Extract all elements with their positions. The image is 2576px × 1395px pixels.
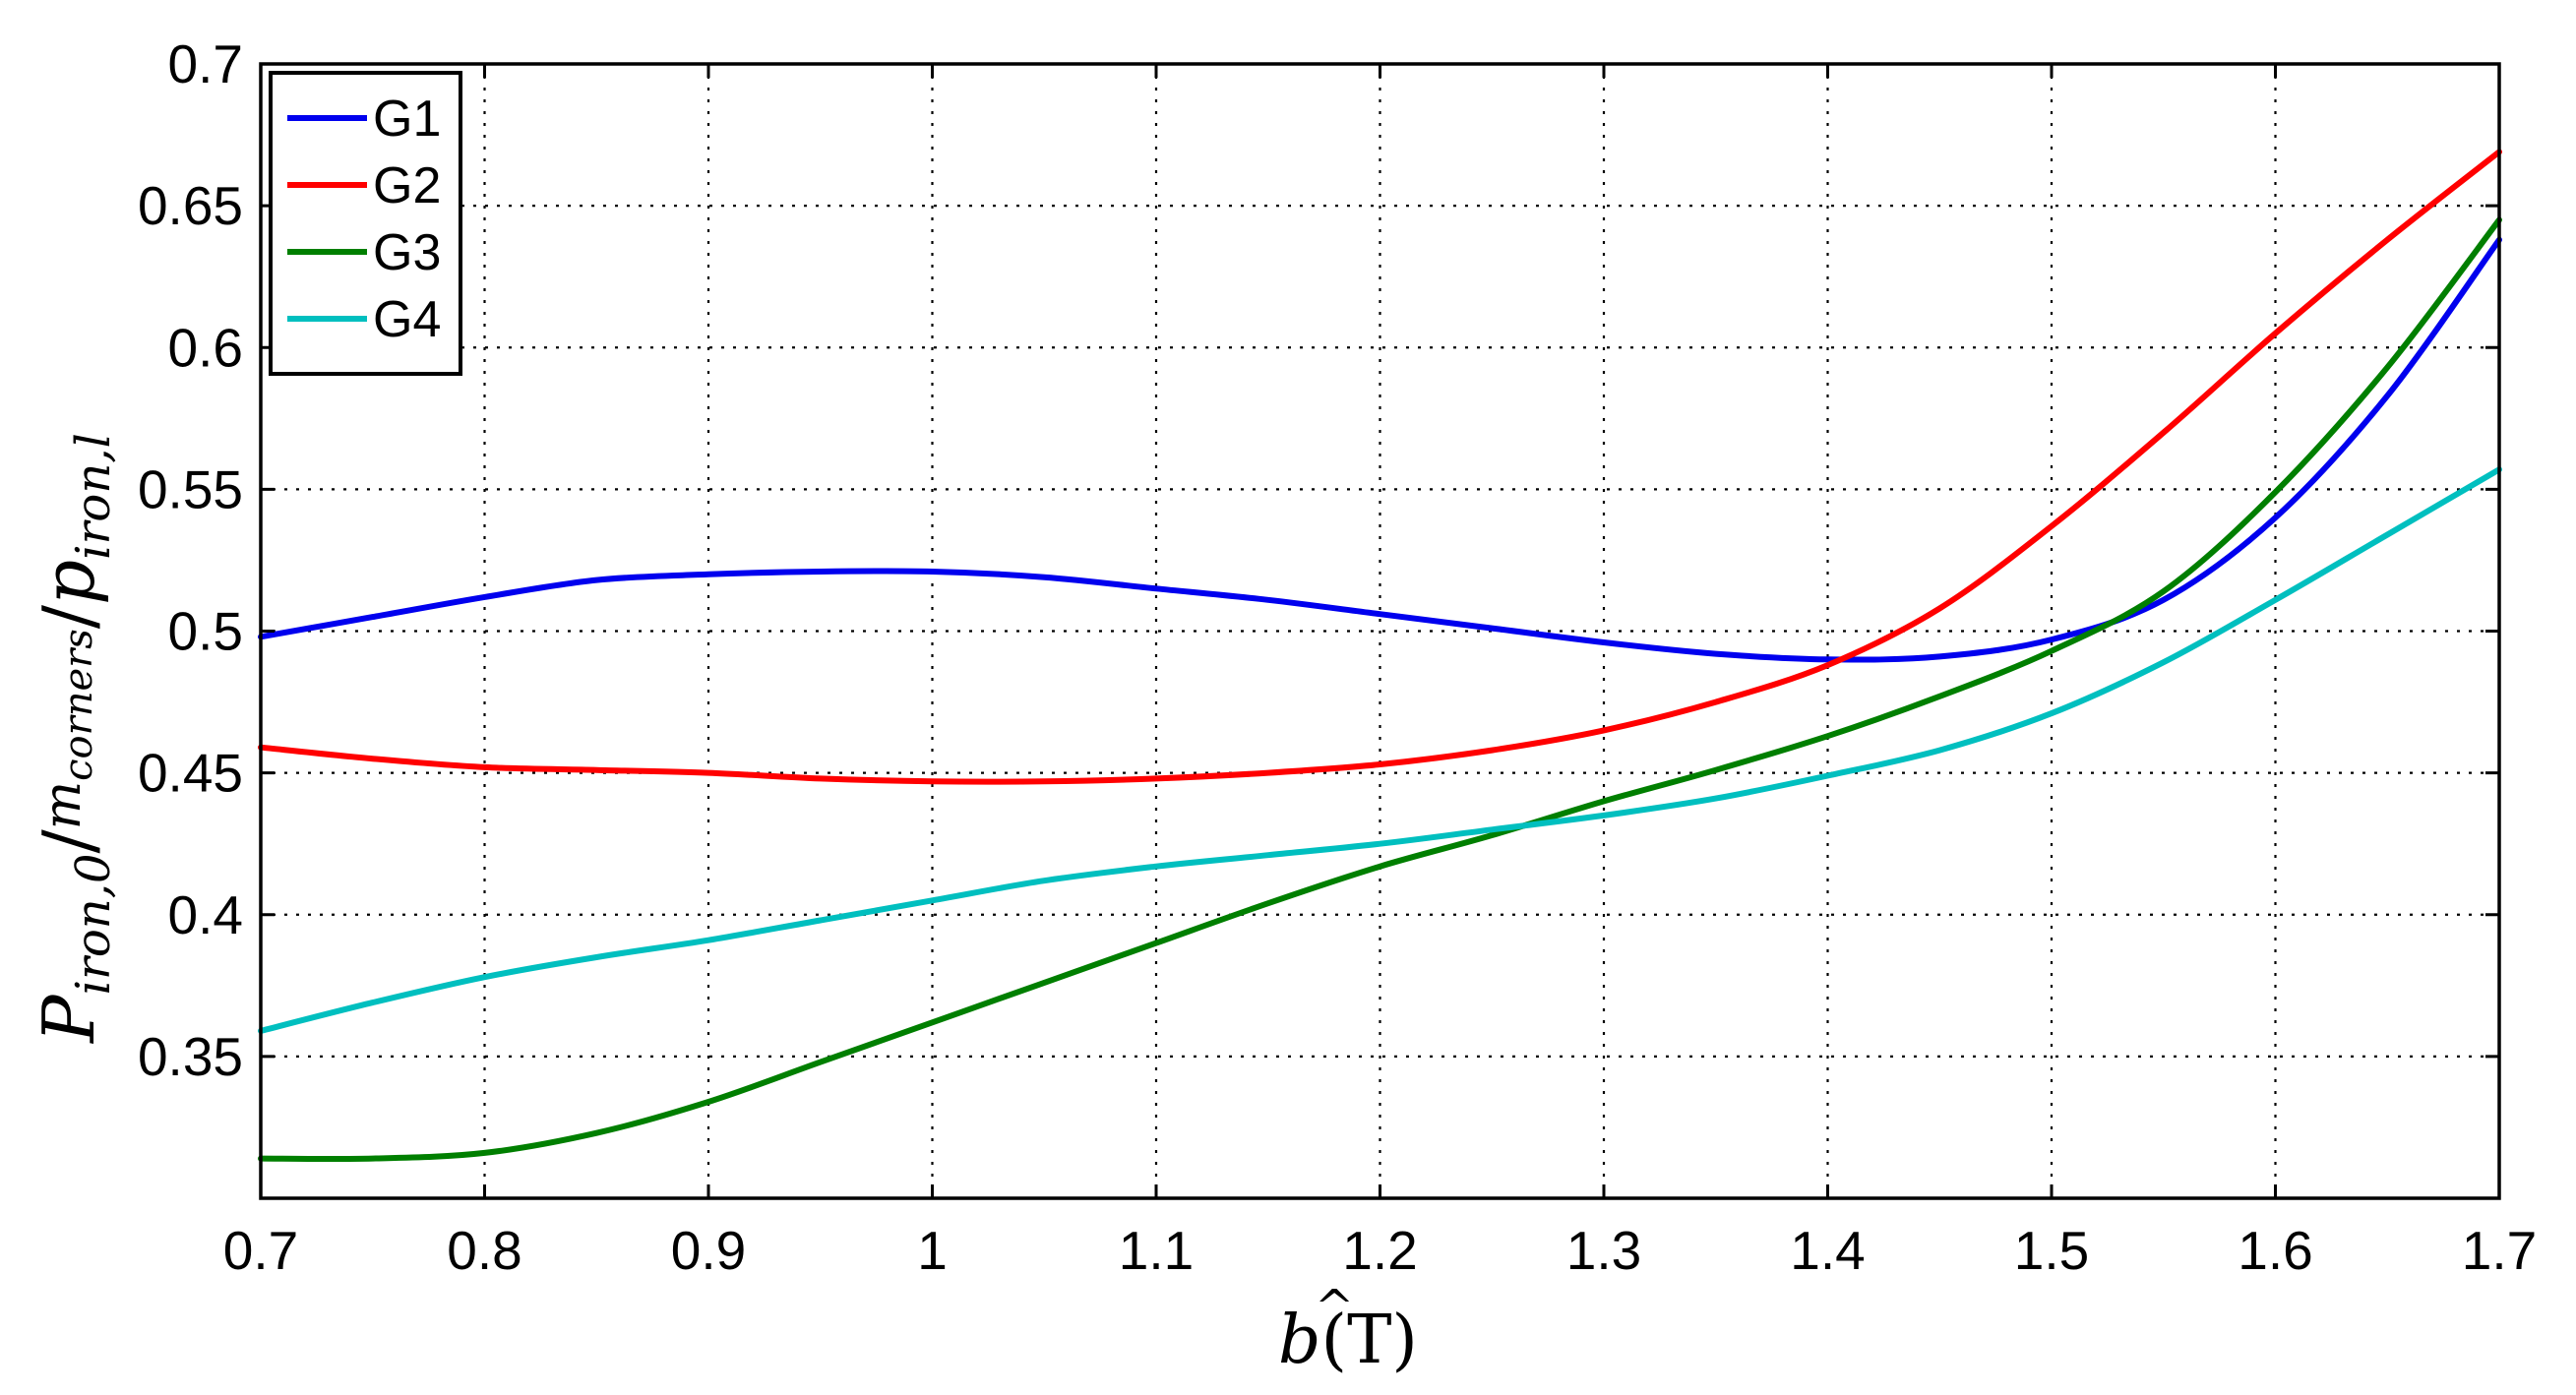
series-line-g3 (258, 216, 2502, 1163)
plot-lines (258, 149, 2502, 1163)
series-line-g2 (258, 149, 2502, 785)
y-tick-label: 0.55 (138, 458, 243, 519)
x-axis-label-unit: (T) (1321, 1302, 1418, 1379)
x-tick-label: 1.2 (1342, 1220, 1417, 1281)
x-axis-label-symbol: b (1278, 1302, 1321, 1379)
y-label-den1-sub: corners (56, 629, 101, 781)
y-tick-label: 0.65 (138, 175, 243, 236)
x-tick-label: 1.6 (2238, 1220, 2312, 1281)
series-line-g4 (258, 466, 2502, 1034)
y-label-slash-1: / (28, 828, 110, 853)
legend-label: G1 (373, 91, 441, 148)
y-tick-label: 0.45 (138, 743, 243, 804)
y-tick-label: 0.6 (168, 317, 243, 378)
x-axis-label: b(T) (1278, 1302, 1418, 1379)
x-tick-label: 0.9 (671, 1220, 746, 1281)
legend-item-g4: G4 (287, 291, 441, 348)
y-label-den2-sub: iron,l (66, 433, 121, 560)
x-tick-label: 0.7 (223, 1220, 298, 1281)
x-tick-label: 1.5 (2014, 1220, 2089, 1281)
y-tick-label: 0.4 (168, 884, 243, 945)
x-tick-label: 1.3 (1566, 1220, 1641, 1281)
y-label-num-sub: iron,0 (66, 853, 121, 995)
y-label-slash-2: / (28, 604, 110, 629)
x-axis-label-hat: ^ (1315, 1280, 1354, 1335)
y-axis-label: Piron,0/mcorners/piron,l (28, 433, 121, 1045)
legend-item-g2: G2 (287, 157, 441, 214)
y-tick-label: 0.35 (138, 1026, 243, 1087)
x-tick-label: 1.7 (2462, 1220, 2537, 1281)
legend-box (269, 71, 462, 376)
y-label-den2: p (28, 560, 110, 605)
axis-ticks: 0.7 0.8 0.9 1 1.1 1.2 1.3 1.4 1.5 1.6 1.7 0.35 0.4 0.… (138, 33, 2537, 1281)
x-tick-label: 1 (917, 1220, 948, 1281)
x-tick-label: 1.4 (1790, 1220, 1865, 1281)
y-label-num: P (28, 994, 110, 1045)
legend-item-g1: G1 (287, 91, 441, 148)
y-tick-label: 0.5 (168, 601, 243, 662)
x-tick-label: 0.8 (447, 1220, 521, 1281)
legend-label: G4 (373, 291, 441, 348)
x-tick-label: 1.1 (1119, 1220, 1194, 1281)
y-tick-label: 0.7 (168, 33, 243, 94)
svg-text:Piron,0/mcorners/piron,l: Piron,0/mcorners/piron,l (28, 433, 121, 1045)
y-label-den1: m (33, 781, 92, 829)
series-line-g1 (258, 236, 2502, 663)
legend-item-g3: G3 (287, 224, 441, 281)
legend-label: G3 (373, 224, 441, 281)
legend: G1 G2 G3 G4 (269, 71, 462, 376)
legend-label: G2 (373, 157, 441, 214)
